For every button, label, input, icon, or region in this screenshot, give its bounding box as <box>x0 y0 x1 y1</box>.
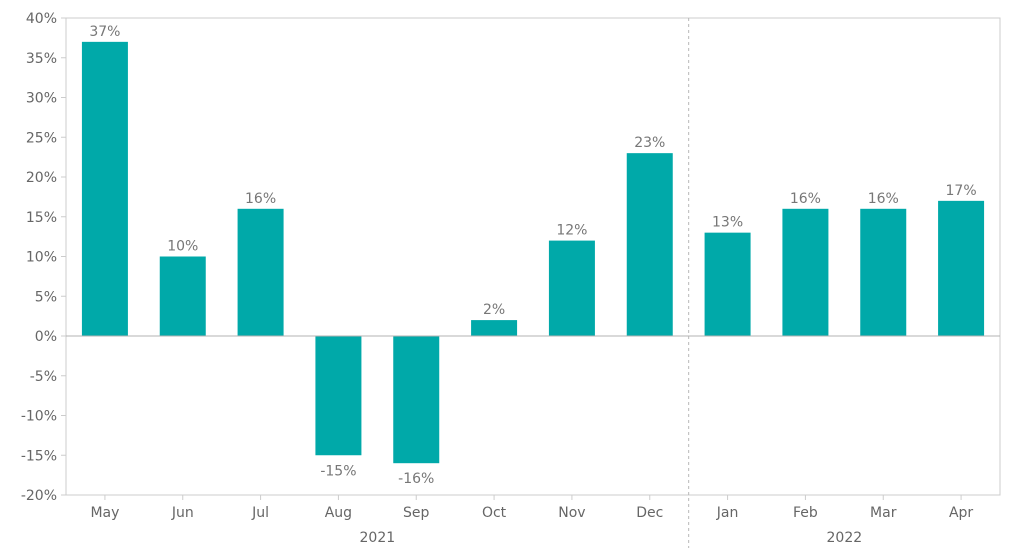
y-tick-label: -15% <box>21 448 57 464</box>
x-tick-label: Sep <box>403 505 430 521</box>
x-tick-label: Jan <box>716 505 739 521</box>
x-tick-label: Mar <box>870 505 897 521</box>
y-tick-label: 20% <box>26 170 57 186</box>
x-tick-label: May <box>90 505 119 521</box>
data-label: 23% <box>634 135 665 151</box>
group-label-2021: 2021 <box>360 530 396 546</box>
group-label-2022: 2022 <box>827 530 863 546</box>
bar-dec <box>626 153 673 336</box>
data-label: 13% <box>712 215 743 231</box>
data-label: 17% <box>946 183 977 199</box>
data-label: 37% <box>89 24 120 40</box>
bar-jun <box>159 256 206 336</box>
y-tick-label: 15% <box>26 210 57 226</box>
bar-apr <box>938 200 985 336</box>
y-tick-label: -5% <box>30 369 57 385</box>
data-label: 16% <box>790 191 821 207</box>
data-label: 2% <box>483 302 505 318</box>
bars-layer <box>66 41 1000 464</box>
y-tick-label: 10% <box>26 250 57 266</box>
plot-frame <box>65 17 1001 496</box>
bar-may <box>81 41 128 336</box>
y-tick-label: 0% <box>35 329 57 345</box>
x-tick-label: Jun <box>171 505 194 521</box>
y-tick-label: 40% <box>26 11 57 27</box>
data-label: -15% <box>320 463 356 479</box>
x-tick-label: Oct <box>482 505 507 521</box>
x-tick-label: Dec <box>636 505 663 521</box>
group-labels-layer: 2021 2022 <box>360 18 863 548</box>
data-labels-layer: 37% 10% 16% -15% -16% 2% 12% 23% 13% 16% 16% 17% <box>89 24 976 487</box>
y-tick-label: -20% <box>21 488 57 504</box>
data-label: 16% <box>245 191 276 207</box>
bar-mar <box>860 208 907 336</box>
bar-feb <box>782 208 829 336</box>
x-tick-label: Feb <box>793 505 818 521</box>
bar-sep <box>393 336 440 464</box>
y-tick-label: -10% <box>21 409 57 425</box>
x-tick-layer: May Jun Jul Aug Sep Oct Nov Dec Jan Feb Mar Apr <box>90 495 973 521</box>
y-tick-label: 25% <box>26 130 57 146</box>
data-label: 10% <box>167 239 198 255</box>
y-tick-label: 30% <box>26 91 57 107</box>
y-tick-label: 35% <box>26 51 57 67</box>
y-ticks-layer: -20% -15% -10% -5% 0% 5% 10% 15% 20% 25% 30% 35% 40% <box>21 11 66 504</box>
x-tick-label: Aug <box>325 505 352 521</box>
x-tick-label: Jul <box>251 505 269 521</box>
y-tick-label: 5% <box>35 289 57 305</box>
data-label: 16% <box>868 191 899 207</box>
bar-jan <box>704 232 751 336</box>
bar-aug <box>315 336 362 456</box>
bar-oct <box>471 320 518 336</box>
data-label: -16% <box>398 471 434 487</box>
x-tick-label: Nov <box>558 505 585 521</box>
x-tick-label: Apr <box>949 505 973 521</box>
data-label: 12% <box>556 223 587 239</box>
bar-jul <box>237 208 284 336</box>
bar-nov <box>548 240 595 336</box>
